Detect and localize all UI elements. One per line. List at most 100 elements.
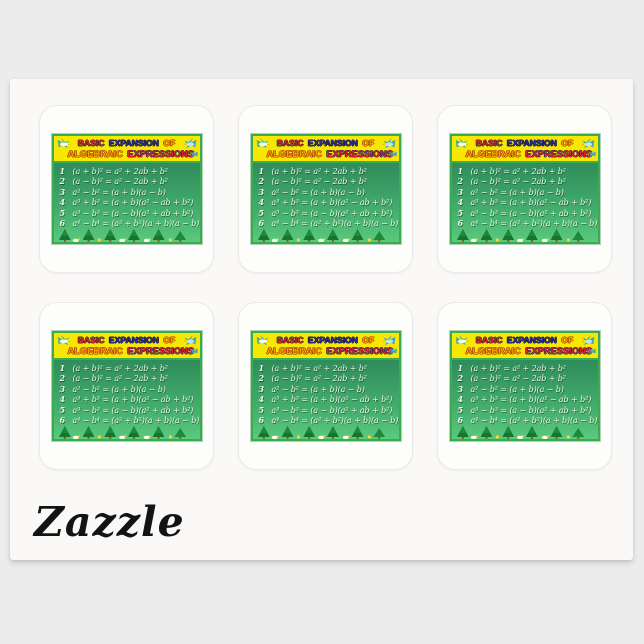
formula-number: 6 bbox=[59, 218, 66, 228]
title-word-of: OF bbox=[561, 138, 574, 148]
formula-row: 1 (a + b)² = a² + 2ab + b² bbox=[259, 363, 399, 374]
formula-row: 2 (a − b)² = a² − 2ab + b² bbox=[60, 176, 200, 187]
chart-header: BASIC EXPANSION OF ALGEBRAIC EXPRESSIONS bbox=[53, 136, 200, 163]
title-word-expansion: EXPANSION bbox=[108, 138, 159, 148]
formula-expression: (a + b)² = a² + 2ab + b² bbox=[72, 363, 168, 373]
formula-expression: (a + b)² = a² + 2ab + b² bbox=[271, 363, 367, 373]
bird-icon bbox=[57, 138, 71, 149]
formula-expression: a² − b² = (a + b)(a − b) bbox=[72, 187, 166, 197]
formula-number: 6 bbox=[258, 415, 265, 425]
bird-icon bbox=[256, 138, 270, 149]
formula-row: 1 (a + b)² = a² + 2ab + b² bbox=[458, 363, 598, 374]
formula-expression: a³ − b³ = (a − b)(a² + ab + b²) bbox=[271, 405, 393, 415]
formula-number: 1 bbox=[59, 165, 66, 176]
title-word-expressions: EXPRESSIONS bbox=[326, 346, 394, 356]
formula-row: 4 a³ + b³ = (a + b)(a² − ab + b²) bbox=[259, 394, 399, 405]
formula-number: 4 bbox=[59, 197, 66, 207]
title-word-algebraic: ALGEBRAIC bbox=[465, 149, 521, 159]
formula-row: 5 a³ − b³ = (a − b)(a² + ab + b²) bbox=[259, 208, 399, 219]
formula-expression: a² − b² = (a + b)(a − b) bbox=[470, 384, 564, 394]
title-word-algebraic: ALGEBRAIC bbox=[266, 149, 322, 159]
title-word-of: OF bbox=[362, 138, 375, 148]
formula-expression: (a − b)² = a² − 2ab + b² bbox=[72, 177, 168, 186]
title-word-basic: BASIC bbox=[77, 335, 105, 345]
algebra-chart: BASIC EXPANSION OF ALGEBRAIC EXPRESSIONS bbox=[51, 331, 202, 441]
chart-title-line2: ALGEBRAIC EXPRESSIONS bbox=[266, 149, 394, 160]
formula-number: 2 bbox=[258, 373, 265, 383]
formula-expression: a³ − b³ = (a − b)(a² + ab + b²) bbox=[470, 405, 592, 415]
formula-number: 3 bbox=[59, 186, 66, 197]
formula-expression: a³ − b³ = (a − b)(a² + ab + b²) bbox=[72, 208, 194, 218]
formula-number: 1 bbox=[457, 165, 464, 176]
formula-number: 5 bbox=[258, 207, 265, 218]
formula-number: 3 bbox=[457, 186, 464, 197]
formula-expression: (a − b)² = a² − 2ab + b² bbox=[470, 177, 566, 186]
formula-expression: (a − b)² = a² − 2ab + b² bbox=[271, 177, 367, 186]
chart-header: BASIC EXPANSION OF ALGEBRAIC EXPRESSIONS bbox=[451, 136, 598, 163]
formula-number: 2 bbox=[59, 373, 66, 383]
formula-number: 5 bbox=[258, 404, 265, 415]
formula-expression: a² − b² = (a + b)(a − b) bbox=[271, 384, 365, 394]
formula-expression: (a + b)² = a² + 2ab + b² bbox=[72, 166, 168, 176]
formula-row: 3 a² − b² = (a + b)(a − b) bbox=[458, 187, 598, 198]
formula-row: 4 a³ + b³ = (a + b)(a² − ab + b²) bbox=[458, 394, 598, 405]
sticker: BASIC EXPANSION OF ALGEBRAIC EXPRESSIONS bbox=[39, 302, 214, 470]
title-word-of: OF bbox=[163, 335, 176, 345]
title-word-algebraic: ALGEBRAIC bbox=[67, 346, 123, 356]
formula-row: 6 a⁴ − b⁴ = (a² + b²)(a + b)(a − b) bbox=[458, 415, 598, 426]
algebra-chart: BASIC EXPANSION OF ALGEBRAIC EXPRESSIONS bbox=[449, 134, 600, 244]
bird-icon bbox=[182, 335, 196, 346]
formula-expression: (a − b)² = a² − 2ab + b² bbox=[72, 374, 168, 383]
title-word-basic: BASIC bbox=[475, 138, 503, 148]
algebra-chart: BASIC EXPANSION OF ALGEBRAIC EXPRESSIONS bbox=[51, 134, 202, 244]
title-word-basic: BASIC bbox=[276, 335, 304, 345]
formula-expression: a⁴ − b⁴ = (a² + b²)(a + b)(a − b) bbox=[271, 219, 399, 228]
title-word-expressions: EXPRESSIONS bbox=[525, 149, 593, 159]
formula-number: 1 bbox=[258, 362, 265, 373]
formula-row: 3 a² − b² = (a + b)(a − b) bbox=[60, 384, 200, 395]
chart-body: 1 (a + b)² = a² + 2ab + b² 2 (a − b)² = … bbox=[451, 163, 598, 242]
formula-expression: a³ + b³ = (a + b)(a² − ab + b²) bbox=[470, 395, 592, 404]
chart-title-line2: ALGEBRAIC EXPRESSIONS bbox=[266, 346, 394, 357]
bird-icon bbox=[387, 347, 397, 355]
sticker: BASIC EXPANSION OF ALGEBRAIC EXPRESSIONS bbox=[437, 302, 612, 470]
pine-trees-decoration bbox=[456, 426, 584, 439]
bird-icon bbox=[57, 335, 71, 346]
formula-row: 4 a³ + b³ = (a + b)(a² − ab + b²) bbox=[259, 197, 399, 208]
formula-number: 2 bbox=[59, 176, 66, 186]
bird-icon bbox=[256, 335, 270, 346]
title-word-expansion: EXPANSION bbox=[506, 138, 557, 148]
chart-title-line1: BASIC EXPANSION OF bbox=[465, 335, 585, 346]
sticker-sheet: BASIC EXPANSION OF ALGEBRAIC EXPRESSIONS bbox=[10, 79, 633, 560]
bird-icon bbox=[381, 138, 395, 149]
formula-row: 3 a² − b² = (a + b)(a − b) bbox=[458, 384, 598, 395]
formula-expression: (a + b)² = a² + 2ab + b² bbox=[271, 166, 367, 176]
chart-body: 1 (a + b)² = a² + 2ab + b² 2 (a − b)² = … bbox=[53, 163, 200, 242]
pine-trees-decoration bbox=[257, 229, 385, 242]
bird-icon bbox=[387, 150, 397, 158]
title-word-expansion: EXPANSION bbox=[506, 335, 557, 345]
bird-icon bbox=[455, 335, 469, 346]
formula-number: 3 bbox=[258, 186, 265, 197]
algebra-chart: BASIC EXPANSION OF ALGEBRAIC EXPRESSIONS bbox=[449, 331, 600, 441]
formula-number: 4 bbox=[258, 197, 265, 207]
title-word-of: OF bbox=[163, 138, 176, 148]
title-word-basic: BASIC bbox=[475, 335, 503, 345]
pine-trees-decoration bbox=[257, 426, 385, 439]
formula-number: 2 bbox=[457, 176, 464, 186]
formula-number: 3 bbox=[258, 383, 265, 394]
formula-number: 1 bbox=[457, 362, 464, 373]
chart-title-line1: BASIC EXPANSION OF bbox=[67, 335, 187, 346]
formula-row: 2 (a − b)² = a² − 2ab + b² bbox=[458, 176, 598, 187]
chart-title-line1: BASIC EXPANSION OF bbox=[465, 138, 585, 149]
formula-expression: (a + b)² = a² + 2ab + b² bbox=[470, 363, 566, 373]
formula-number: 2 bbox=[457, 373, 464, 383]
formula-expression: a³ − b³ = (a − b)(a² + ab + b²) bbox=[470, 208, 592, 218]
title-word-of: OF bbox=[362, 335, 375, 345]
formula-number: 4 bbox=[59, 394, 66, 404]
chart-title-line2: ALGEBRAIC EXPRESSIONS bbox=[465, 346, 593, 357]
title-word-expressions: EXPRESSIONS bbox=[326, 149, 394, 159]
title-word-expansion: EXPANSION bbox=[108, 335, 159, 345]
bird-icon bbox=[188, 150, 198, 158]
algebra-chart: BASIC EXPANSION OF ALGEBRAIC EXPRESSIONS bbox=[250, 134, 401, 244]
